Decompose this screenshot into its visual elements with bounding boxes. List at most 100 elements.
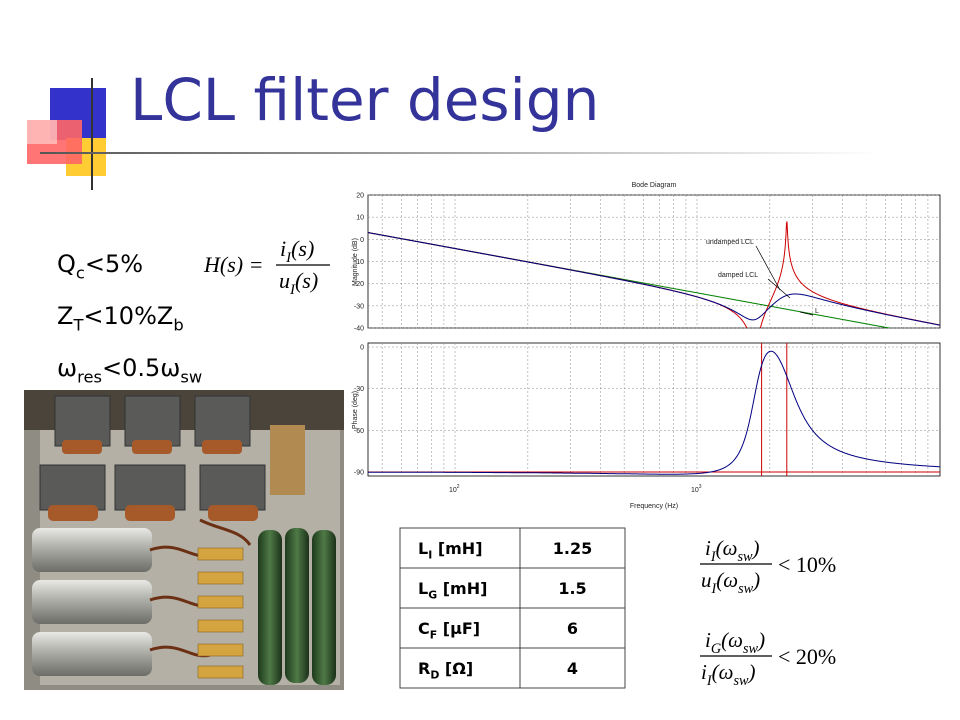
text-part: ω <box>57 354 77 382</box>
text-part: <10%Z <box>83 302 173 330</box>
bullets: Qc<5% ZT<10%Zb ωres<0.5ωsw <box>57 250 202 387</box>
subscript: res <box>77 368 102 387</box>
subscript: I <box>428 548 432 561</box>
y-tick-label: -30 <box>354 386 364 393</box>
y-tick-label: -90 <box>354 470 364 477</box>
subscript: G <box>428 588 437 601</box>
y-tick-label: -40 <box>354 326 364 333</box>
text-part: (ω <box>712 660 734 684</box>
text-part: i <box>705 536 711 560</box>
bullet: ωres<0.5ωsw <box>57 354 202 387</box>
tick-exponent: 3 <box>699 484 702 490</box>
text-part: Q <box>57 250 76 278</box>
text-part: ) <box>752 536 760 560</box>
text-part: [mH] <box>437 579 487 598</box>
row-value: 6 <box>567 619 578 638</box>
text-part: [μF] <box>437 619 480 638</box>
row-label: CF [μF] <box>418 619 480 641</box>
y-tick-label: 10 <box>356 215 364 222</box>
subscript: b <box>173 316 183 335</box>
subscript: T <box>72 316 84 335</box>
photo <box>24 390 344 690</box>
denominator: iI(ωsw) <box>701 660 756 689</box>
y-tick-label: -20 <box>354 281 364 288</box>
text-part: L <box>418 579 428 598</box>
annotation-arrow <box>755 245 781 291</box>
text-part: Z <box>57 302 73 330</box>
y-tick-label: -10 <box>354 259 364 266</box>
relation: < 20% <box>778 644 836 669</box>
text-part: i <box>705 628 711 652</box>
subscript: sw <box>738 581 754 597</box>
text-part: (ω <box>716 568 738 592</box>
table-row <box>399 647 626 689</box>
annotation: damped LCL <box>718 272 758 279</box>
text-part: ) <box>748 660 756 684</box>
damped-phase <box>368 350 940 475</box>
y-tick-label: -60 <box>354 428 364 435</box>
subscript: sw <box>180 368 202 387</box>
subscript: D <box>430 668 439 681</box>
y-tick-label: 20 <box>356 193 364 200</box>
text-part: u <box>279 268 290 293</box>
constraints: iI(ωsw)uI(ωsw)< 10%iG(ωsw)iI(ωsw)< 20% <box>700 536 836 689</box>
denominator: uI(ωsw) <box>701 568 760 597</box>
text-part: (ω <box>721 628 743 652</box>
text-part: u <box>701 568 712 592</box>
table-row <box>399 607 626 649</box>
text-part: C <box>418 619 430 638</box>
row-label: LG [mH] <box>418 579 487 601</box>
relation: < 10% <box>778 552 836 577</box>
x-axis-label: Frequency (Hz) <box>630 503 678 510</box>
numerator: iI(s) <box>280 236 314 266</box>
text-part: [Ω] <box>439 659 473 678</box>
tick-base: 10 <box>691 487 699 494</box>
subscript: sw <box>743 641 759 657</box>
subscript: I <box>710 549 717 565</box>
text-part: (ω <box>716 536 738 560</box>
slide-title: LCL filter design <box>130 66 599 134</box>
annotation-arrow <box>799 311 814 316</box>
y-tick-label: -30 <box>354 303 364 310</box>
text-part: ) <box>752 568 760 592</box>
decoration <box>27 78 880 190</box>
equation-lhs: H(s) = <box>203 252 263 277</box>
subscript: I <box>706 673 713 689</box>
x-tick-label: 103 <box>691 484 702 494</box>
text-part: R <box>418 659 430 678</box>
subscript: G <box>711 641 721 657</box>
table-row <box>399 527 626 569</box>
row-label: RD [Ω] <box>418 659 473 681</box>
subscript: F <box>430 628 437 641</box>
plot-title: Bode Diagram <box>632 182 677 189</box>
transfer-function: H(s) =iI(s)uI(s) <box>203 236 330 298</box>
subscript: c <box>76 264 85 283</box>
x-tick-label: 102 <box>449 484 460 494</box>
text-part: <0.5ω <box>102 354 180 382</box>
annotation-arrow <box>767 278 791 299</box>
text-part: [mH] <box>432 539 482 558</box>
damped-curve <box>368 232 940 326</box>
annotation: undamped LCL <box>706 239 754 246</box>
subscript: I <box>285 250 292 266</box>
y-axis-label: Phase (deg) <box>352 391 359 429</box>
text-part: (s) <box>291 236 314 261</box>
y-tick-label: 0 <box>360 237 364 244</box>
tick-exponent: 2 <box>457 484 460 490</box>
text-part: ) <box>757 628 765 652</box>
annotation: L <box>815 308 819 315</box>
y-axis-label: Magnitude (dB) <box>352 238 359 286</box>
subscript: I <box>289 282 296 298</box>
row-label: LI [mH] <box>418 539 483 561</box>
numerator: iG(ωsw) <box>705 628 765 657</box>
denominator: uI(s) <box>279 268 318 298</box>
row-value: 1.5 <box>558 579 586 598</box>
text-part: i <box>701 660 707 684</box>
text-part: <5% <box>85 250 143 278</box>
text-part: i <box>280 236 286 261</box>
subscript: I <box>711 581 718 597</box>
